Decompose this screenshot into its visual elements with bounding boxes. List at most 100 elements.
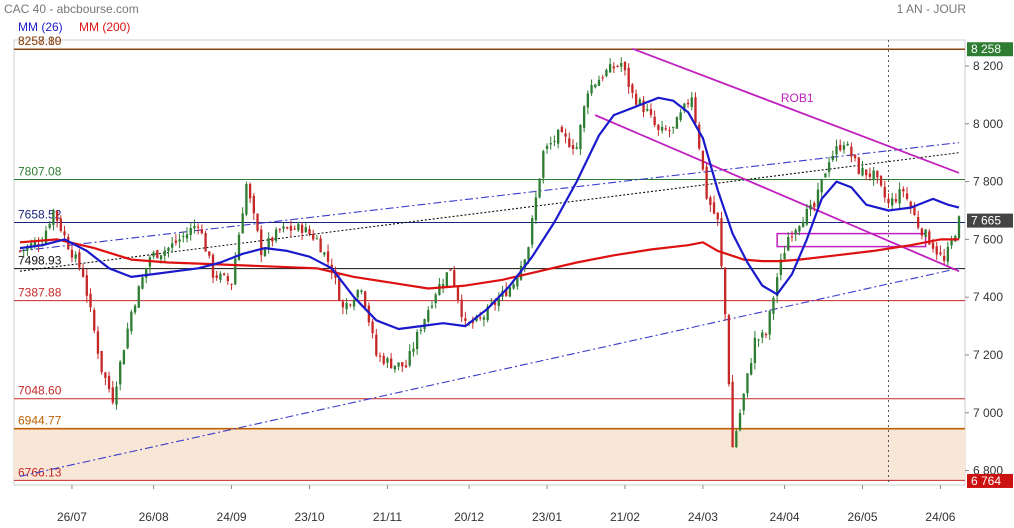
candle-body — [93, 310, 96, 331]
candle-body — [668, 130, 671, 132]
candle-body — [905, 193, 909, 199]
candle-body — [453, 270, 456, 286]
candle-body — [85, 275, 88, 296]
x-tick-label: 24/03 — [688, 510, 718, 524]
candle-body — [185, 234, 189, 239]
candle-body — [100, 350, 103, 373]
candle-body — [293, 228, 296, 230]
candle-body — [111, 387, 114, 403]
candle-body — [683, 103, 686, 111]
price-tag — [967, 473, 1013, 488]
candle-body — [865, 169, 868, 176]
y-tick-label: 8 000 — [973, 117, 1003, 131]
candle-body — [505, 289, 508, 297]
candle-body — [816, 189, 820, 208]
candle-body — [182, 235, 185, 237]
candle-body — [434, 294, 437, 304]
candle-body — [312, 233, 315, 240]
candle-body — [571, 144, 575, 150]
candle-body — [876, 170, 879, 178]
candle-body — [319, 238, 322, 253]
candle-body — [664, 128, 667, 130]
candle-body — [853, 154, 857, 159]
candle-body — [931, 242, 935, 249]
candle-body — [393, 365, 397, 370]
support-zone — [14, 428, 965, 481]
candle-body — [352, 299, 356, 307]
candle-body — [300, 224, 304, 234]
candle-body — [204, 233, 207, 252]
candle-body — [924, 229, 927, 237]
y-tick-label: 7 400 — [973, 290, 1003, 304]
candle-body — [18, 250, 22, 252]
candle-body — [868, 173, 872, 177]
candle-body — [586, 93, 590, 108]
x-tick-label: 23/01 — [532, 510, 562, 524]
candle-body — [738, 413, 742, 431]
candle-body — [928, 231, 931, 245]
candle-body — [449, 269, 452, 271]
trend-line — [19, 142, 960, 252]
candle-body — [326, 251, 330, 262]
candle-body — [883, 186, 886, 198]
candle-body — [827, 162, 831, 173]
candle-body — [252, 195, 255, 214]
candle-body — [560, 127, 564, 133]
candle-body — [263, 249, 267, 257]
candle-body — [672, 126, 675, 128]
candle-body — [156, 250, 159, 259]
candle-body — [282, 226, 285, 229]
candle-body — [360, 290, 363, 292]
candle-body — [278, 229, 281, 231]
candle-body — [315, 238, 319, 240]
candle-body — [820, 178, 823, 193]
candle-body — [323, 252, 326, 255]
ma-long-line — [19, 238, 959, 290]
candle-body — [427, 310, 430, 322]
candle-body — [119, 361, 122, 385]
price-tag — [967, 213, 1013, 228]
candle-body — [445, 272, 448, 287]
candle-body — [382, 355, 385, 364]
candle-body — [200, 229, 204, 234]
candle-body — [375, 334, 378, 356]
candle-body — [386, 358, 389, 363]
candle-body — [55, 210, 59, 221]
candle-body — [686, 102, 690, 105]
candle-body — [438, 284, 441, 295]
candle-body — [698, 124, 701, 149]
candle-body — [401, 362, 404, 367]
candle-body — [612, 66, 615, 69]
trend-line — [19, 152, 960, 272]
candle-body — [222, 273, 226, 275]
candle-body — [757, 339, 760, 341]
candle-body — [145, 267, 148, 278]
candle-body — [942, 255, 946, 261]
candle-body — [208, 251, 211, 256]
candle-body — [237, 234, 241, 261]
candle-body — [274, 229, 278, 241]
candle-body — [549, 143, 552, 145]
x-tick-label: 24/04 — [770, 510, 800, 524]
candle-body — [634, 93, 638, 105]
price-tag-label: 7 665 — [971, 214, 1001, 228]
candle-body — [256, 213, 259, 231]
x-tick-label: 26/08 — [139, 510, 169, 524]
candle-body — [887, 198, 890, 204]
period-label: 1 AN - JOUR — [896, 2, 966, 16]
candle-body — [230, 283, 233, 285]
candle-body — [193, 225, 196, 229]
candle-body — [894, 199, 898, 202]
candle-body — [486, 306, 489, 321]
candle-body — [107, 375, 111, 390]
candle-body — [649, 109, 653, 115]
candle-body — [879, 176, 883, 186]
x-tick-label: 26/05 — [847, 510, 877, 524]
candle-body — [226, 276, 230, 282]
candle-body — [746, 373, 749, 394]
candle-body — [761, 332, 764, 338]
candle-body — [460, 299, 463, 318]
candle-body — [130, 311, 133, 332]
candle-body — [152, 252, 155, 257]
candle-body — [783, 253, 786, 260]
